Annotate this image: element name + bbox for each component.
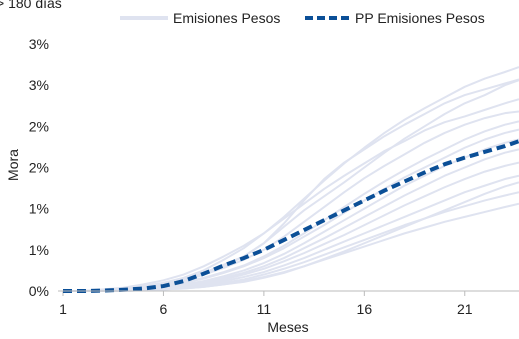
legend-label-bundle: Emisiones Pesos (173, 10, 280, 26)
chart-title: > 180 días (0, 0, 62, 11)
plot-area (63, 66, 519, 293)
x-axis-ticks: 1 6 11 16 21 (59, 291, 473, 317)
x-tick-label: 21 (457, 301, 473, 317)
y-tick-label: 1% (29, 242, 49, 258)
series-line-pp-emisiones-pesos (63, 139, 519, 293)
series-line-emisiones-pesos (63, 98, 519, 292)
legend-label-average: PP Emisiones Pesos (355, 10, 485, 26)
y-axis-ticks: 0% 1% 1% 2% 2% 3% 3% (29, 36, 49, 299)
series-line-emisiones-pesos (63, 174, 519, 292)
series-line-emisiones-pesos (63, 66, 519, 292)
y-axis-title: Mora (5, 149, 21, 181)
y-tick-label: 1% (29, 201, 49, 217)
x-tick-label: 16 (357, 301, 373, 317)
y-tick-label: 2% (29, 160, 49, 176)
x-axis-title: Meses (267, 319, 308, 335)
x-tick-label: 6 (160, 301, 168, 317)
x-tick-label: 11 (257, 301, 272, 317)
x-tick-label: 1 (59, 301, 67, 317)
legend: Emisiones Pesos PP Emisiones Pesos (120, 10, 485, 26)
series-line-emisiones-pesos (63, 110, 519, 292)
series-line-emisiones-pesos (63, 161, 519, 292)
y-tick-label: 2% (29, 118, 49, 134)
y-tick-label: 3% (29, 77, 49, 93)
y-tick-label: 0% (29, 283, 49, 299)
y-tick-label: 3% (29, 36, 49, 52)
